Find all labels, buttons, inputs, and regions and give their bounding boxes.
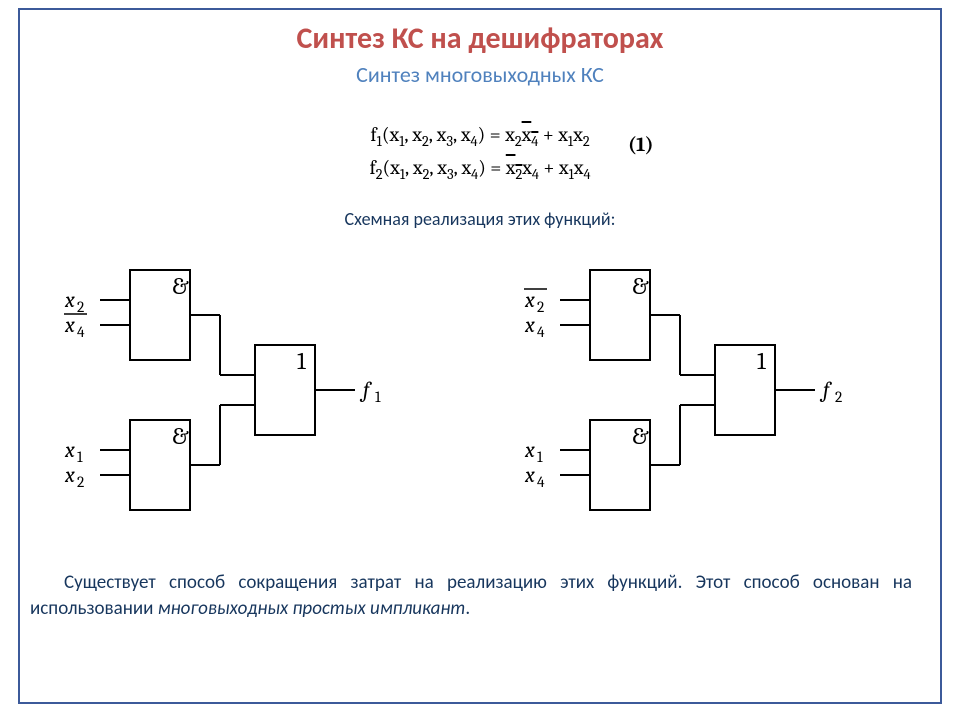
body-text-3: .: [465, 597, 470, 620]
formula-line-2: f2(x1, x2, x3, x4) = x2x4 + x1x4: [20, 153, 940, 186]
svg-text:4: 4: [537, 323, 545, 341]
svg-text:x: x: [524, 312, 535, 338]
svg-text:&: &: [632, 422, 649, 450]
slide-frame: Синтез КС на дешифраторах Синтез многовы…: [18, 8, 942, 704]
svg-text:2: 2: [537, 298, 544, 316]
svg-text:1: 1: [375, 388, 381, 406]
circuit-diagram: &x2x4&x1x21f1&x2x4&x1x41f2: [20, 250, 940, 550]
svg-text:x: x: [524, 287, 535, 313]
svg-text:&: &: [172, 422, 189, 450]
svg-text:x: x: [524, 462, 535, 488]
svg-text:1: 1: [757, 347, 766, 375]
svg-text:4: 4: [77, 323, 85, 341]
svg-text:2: 2: [77, 473, 84, 491]
svg-text:x: x: [64, 462, 75, 488]
svg-text:x: x: [64, 437, 75, 463]
svg-text:x: x: [64, 312, 75, 338]
svg-text:1: 1: [537, 448, 543, 466]
subtitle: Синтез многовыходных КС: [20, 61, 940, 88]
svg-text:1: 1: [297, 347, 306, 375]
svg-text:&: &: [632, 272, 649, 300]
svg-text:f: f: [819, 377, 832, 403]
formula-reference: (1): [628, 133, 653, 156]
main-title: Синтез КС на дешифраторах: [20, 20, 940, 57]
svg-text:&: &: [172, 272, 189, 300]
formula-block: f1(x1, x2, x3, x4) = x2x4 + x1x2 f2(x1, …: [20, 120, 940, 185]
body-paragraph: Существует способ сокращения затрат на р…: [30, 570, 912, 621]
svg-text:x: x: [64, 287, 75, 313]
svg-text:x: x: [524, 437, 535, 463]
svg-text:1: 1: [77, 448, 83, 466]
svg-text:2: 2: [835, 388, 842, 406]
implementation-caption: Схемная реализация этих функций:: [20, 208, 940, 230]
svg-text:f: f: [359, 377, 372, 403]
formula-line-1: f1(x1, x2, x3, x4) = x2x4 + x1x2: [20, 120, 940, 153]
svg-text:4: 4: [537, 473, 545, 491]
body-text-italic: многовыходных простых импликант: [158, 597, 466, 620]
